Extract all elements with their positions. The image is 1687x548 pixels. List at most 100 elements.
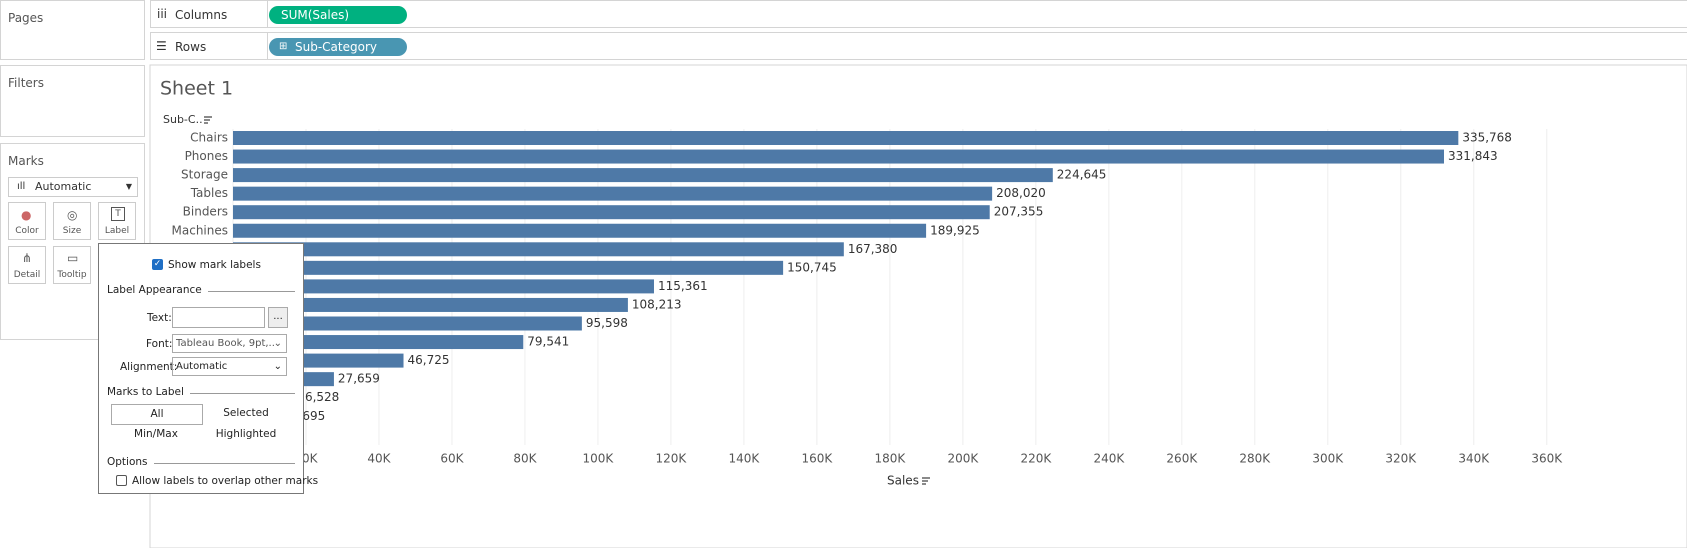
x-tick-label: 340K: [1458, 452, 1490, 466]
x-tick-label: 360K: [1531, 452, 1563, 466]
value-label: 108,213: [632, 297, 682, 311]
x-tick-label: 120K: [656, 452, 688, 466]
alignment-label: Alignment:: [120, 361, 178, 373]
size-card[interactable]: ◎ Size: [53, 202, 91, 240]
section-text: Marks to Label: [107, 386, 190, 398]
value-label: 331,843: [1448, 149, 1498, 163]
card-label: Detail: [13, 270, 41, 280]
y-tick-label: Binders: [183, 205, 228, 219]
filters-title: Filters: [8, 76, 44, 90]
card-label: Color: [15, 226, 39, 236]
bar: [233, 260, 784, 275]
ellipsis-button[interactable]: ...: [268, 307, 288, 328]
font-label: Font:: [146, 338, 173, 350]
value-label: 207,355: [994, 205, 1044, 219]
label-card[interactable]: T Label: [98, 202, 136, 240]
checkbox[interactable]: [116, 475, 127, 486]
tooltip-card[interactable]: ▭ Tooltip: [53, 246, 91, 284]
x-tick-label: 140K: [729, 452, 761, 466]
section-header: Marks to Label: [107, 386, 295, 398]
divider: [267, 33, 268, 59]
value-label: 16,528: [297, 390, 339, 404]
section-header: Label Appearance: [107, 284, 295, 296]
x-tick-label: 40K: [367, 452, 391, 466]
columns-label: Columns: [175, 8, 228, 22]
label-popup: ✓ Show mark labels Label Appearance Text…: [98, 243, 318, 494]
alignment-dropdown[interactable]: Automatic ⌄: [172, 357, 287, 376]
value-label: 46,725: [408, 353, 450, 367]
value-label: 27,659: [338, 372, 380, 386]
card-label: Tooltip: [57, 270, 87, 280]
value-label: 79,541: [527, 335, 569, 349]
y-tick-label: Phones: [185, 149, 228, 163]
bar: [233, 279, 654, 294]
y-axis-title[interactable]: Sub-C..: [163, 113, 203, 126]
y-tick-label: Machines: [172, 223, 228, 237]
section-header: Options: [107, 456, 295, 468]
rows-label: Rows: [175, 40, 207, 54]
x-tick-label: 200K: [947, 452, 979, 466]
alignment-value: Automatic: [176, 361, 228, 372]
x-tick-label: 60K: [440, 452, 464, 466]
x-axis-title[interactable]: Sales: [887, 474, 919, 488]
x-tick-label: 160K: [801, 452, 833, 466]
option-all[interactable]: All: [111, 404, 203, 425]
rows-icon: ☰: [156, 39, 167, 53]
x-tick-label: 180K: [874, 452, 906, 466]
value-label: 95,598: [586, 316, 628, 330]
bar: [233, 223, 927, 238]
value-label: 224,645: [1057, 168, 1107, 182]
detail-card[interactable]: ⋔ Detail: [8, 246, 46, 284]
show-labels-text: Show mark labels: [168, 259, 261, 271]
y-tick-label: Chairs: [190, 131, 228, 145]
font-dropdown[interactable]: Tableau Book, 9pt,.. ⌄: [172, 334, 287, 353]
x-tick-label: 240K: [1093, 452, 1125, 466]
y-tick-label: Storage: [181, 168, 228, 182]
x-tick-label: 260K: [1166, 452, 1198, 466]
filters-shelf: Filters: [0, 65, 145, 137]
rows-shelf: ☰ Rows ⊞ Sub-Category: [150, 32, 1687, 60]
option-highlighted[interactable]: Highlighted: [215, 428, 277, 440]
x-tick-label: 300K: [1312, 452, 1344, 466]
checkbox-checked[interactable]: ✓: [152, 259, 163, 270]
bar: [233, 149, 1444, 164]
x-tick-label: 320K: [1385, 452, 1417, 466]
option-minmax[interactable]: Min/Max: [134, 428, 178, 440]
pages-shelf: Pages: [0, 0, 145, 60]
bar: [233, 242, 844, 257]
pages-title: Pages: [8, 11, 44, 25]
section-text: Label Appearance: [107, 284, 208, 296]
text-field[interactable]: [172, 307, 265, 328]
columns-icon: iii: [157, 7, 168, 21]
bar: [233, 168, 1053, 183]
x-tick-label: 220K: [1020, 452, 1052, 466]
card-label: Size: [62, 226, 82, 236]
rows-pill[interactable]: ⊞ Sub-Category: [269, 38, 407, 56]
bar: [233, 205, 990, 220]
bar: [233, 316, 582, 331]
bar: [233, 297, 628, 312]
columns-pill[interactable]: SUM(Sales): [269, 6, 407, 24]
value-label: 115,361: [658, 279, 708, 293]
marks-title: Marks: [8, 154, 44, 168]
columns-shelf: iii Columns SUM(Sales): [150, 0, 1687, 28]
bar: [233, 186, 993, 201]
allow-overlap-text: Allow labels to overlap other marks: [132, 475, 319, 487]
color-card[interactable]: ● Color: [8, 202, 46, 240]
card-label: Label: [104, 226, 130, 236]
chart-title: Sheet 1: [160, 78, 233, 100]
value-label: 208,020: [996, 186, 1046, 200]
text-label: Text:: [147, 312, 172, 324]
mark-type-dropdown[interactable]: Automatic ▼ ıll: [8, 177, 138, 197]
value-label: 167,380: [848, 242, 898, 256]
option-selected[interactable]: Selected: [223, 407, 269, 419]
section-text: Options: [107, 456, 154, 468]
divider: [267, 1, 268, 27]
mark-type: Automatic: [35, 180, 92, 193]
x-tick-label: 280K: [1239, 452, 1271, 466]
x-tick-label: 80K: [513, 452, 537, 466]
x-tick-label: 100K: [583, 452, 615, 466]
sort-icon[interactable]: [204, 116, 930, 485]
